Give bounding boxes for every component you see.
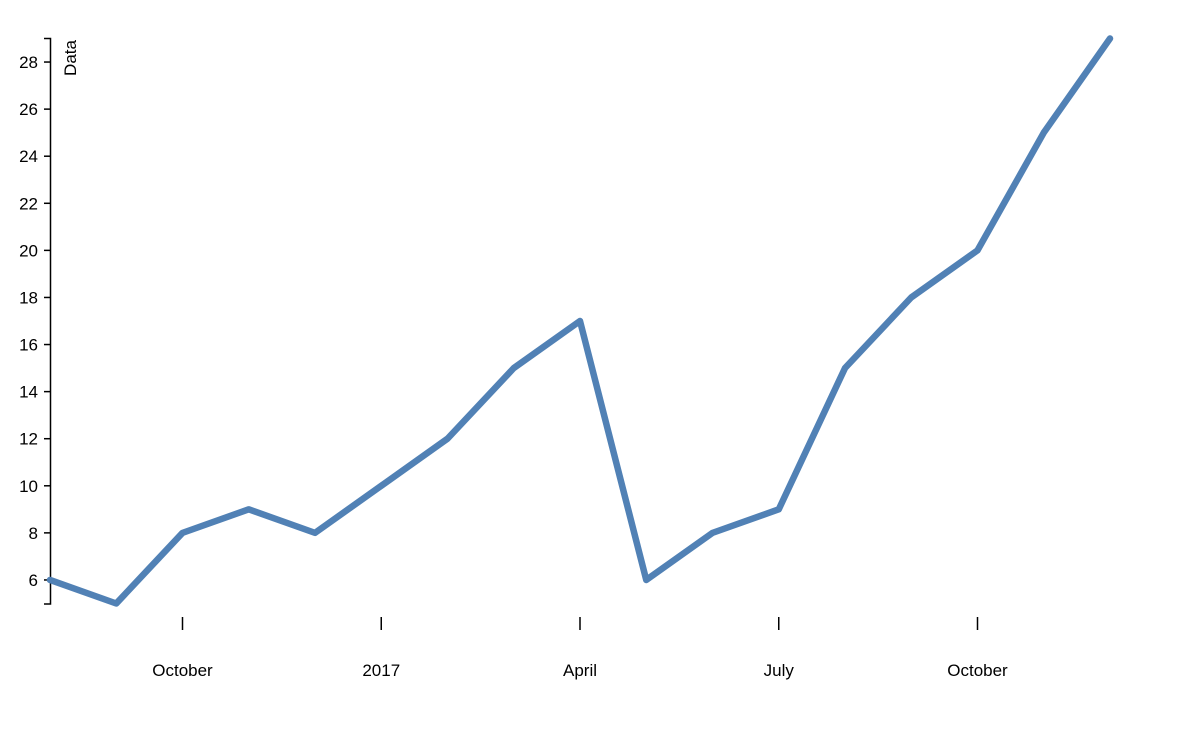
y-tick-label: 14 — [19, 383, 38, 402]
x-tick-label: October — [152, 661, 213, 680]
y-tick-label: 28 — [19, 53, 38, 72]
y-tick-label: 18 — [19, 288, 38, 307]
y-tick-label: 6 — [29, 571, 38, 590]
y-tick-label: 22 — [19, 194, 38, 213]
y-tick-label: 16 — [19, 336, 38, 355]
y-tick-label: 20 — [19, 241, 38, 260]
y-tick-label: 8 — [29, 524, 38, 543]
x-tick-label: April — [563, 661, 597, 680]
y-axis-label: Data — [61, 40, 80, 76]
y-tick-label: 12 — [19, 430, 38, 449]
y-tick-label: 24 — [19, 147, 38, 166]
x-tick-label: July — [764, 661, 795, 680]
y-tick-label: 26 — [19, 100, 38, 119]
y-tick-label: 10 — [19, 477, 38, 496]
line — [46, 35, 1114, 607]
x-tick-label: 2017 — [362, 661, 400, 680]
y-axis-line — [44, 37, 52, 605]
x-tick-label: October — [947, 661, 1008, 680]
